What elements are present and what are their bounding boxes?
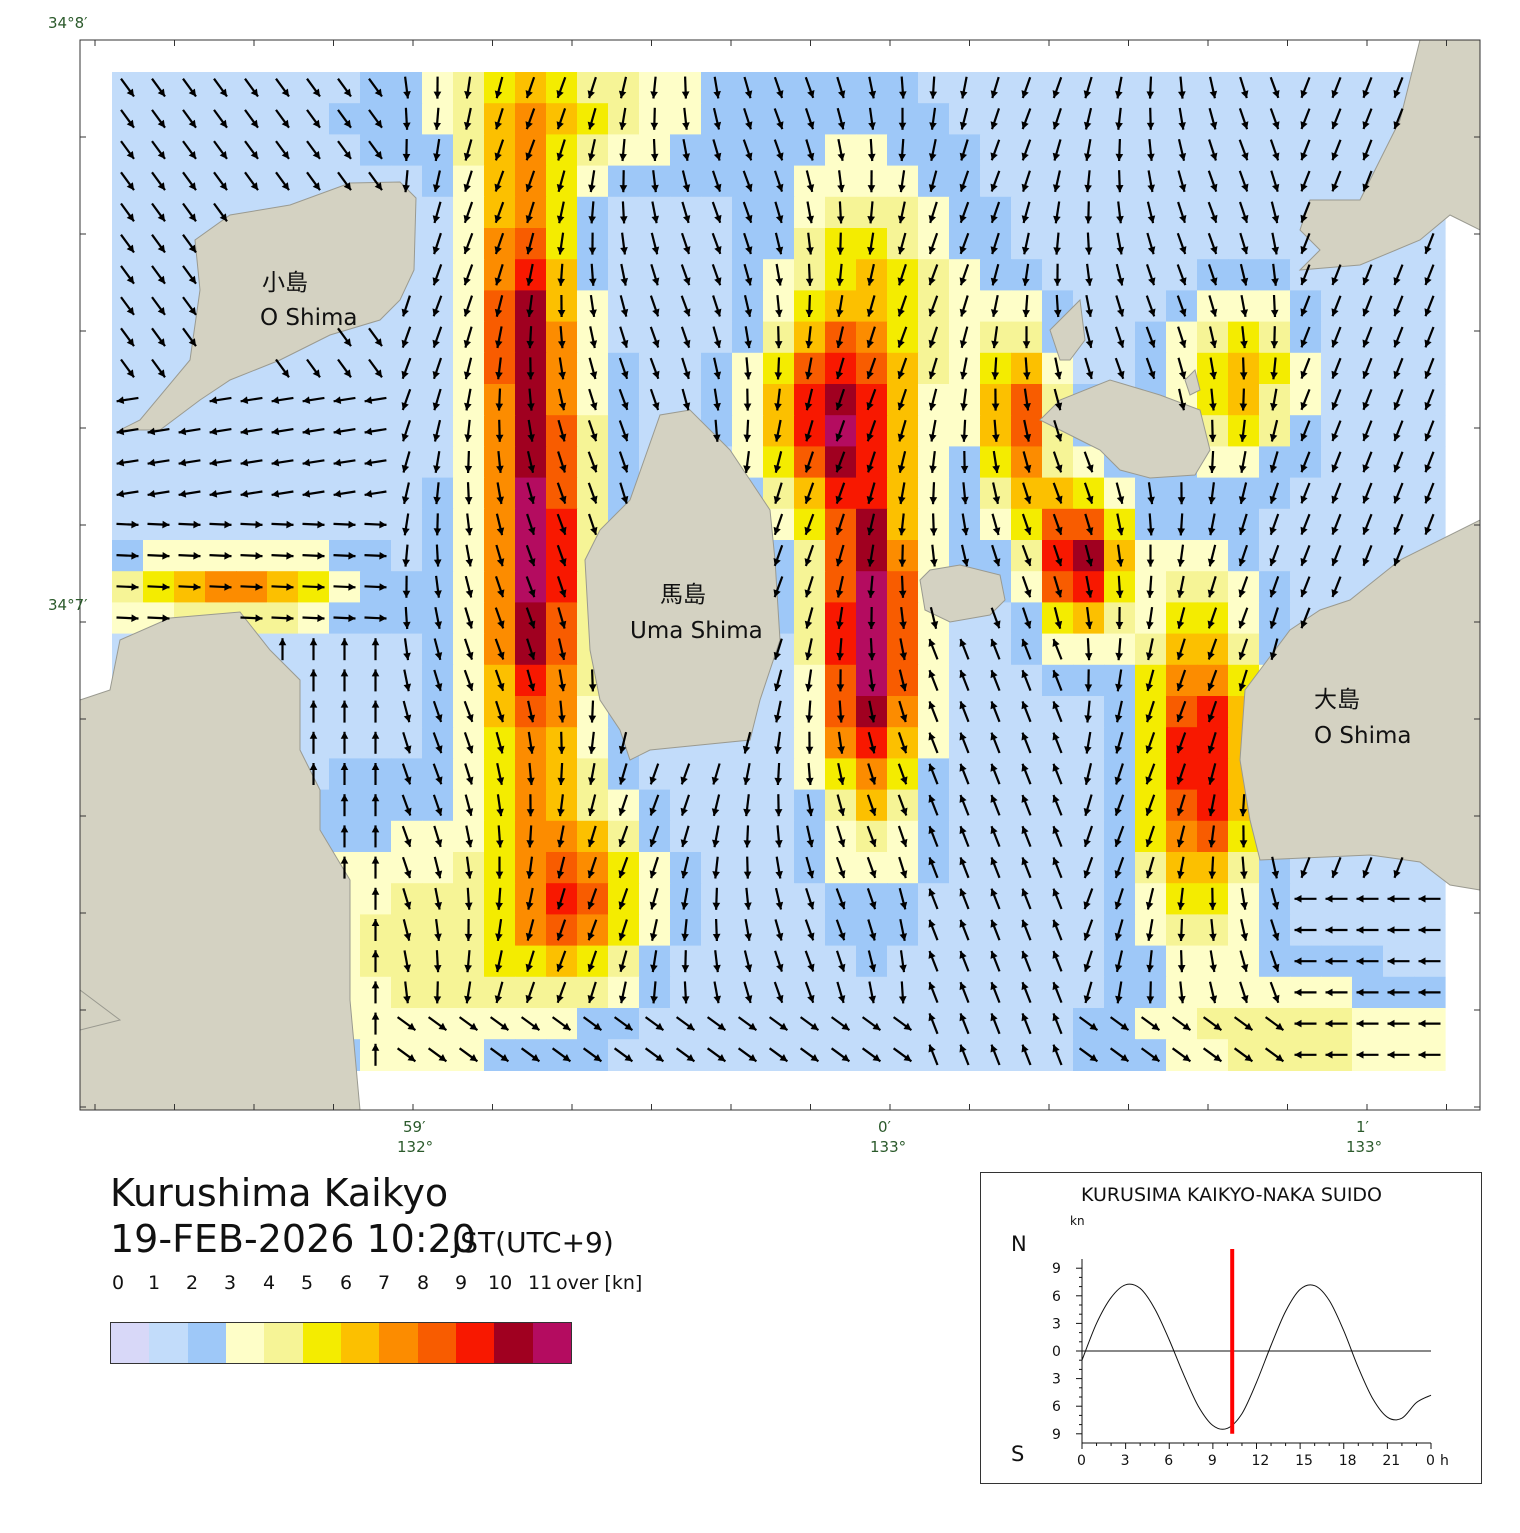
legend-swatch — [225, 1323, 265, 1363]
tide-x-label: 21 — [1382, 1453, 1400, 1469]
lon-label-1-deg: 132° — [397, 1138, 433, 1156]
lat-label-mid: 34°7′ — [48, 596, 88, 614]
place-oshima-small-en: O Shima — [260, 305, 357, 331]
title-name: Kurushima Kaikyo — [110, 1171, 449, 1215]
legend-swatch — [149, 1323, 188, 1363]
legend-label: 4 — [263, 1272, 276, 1294]
legend-label: 3 — [224, 1272, 237, 1294]
legend-label: 0 — [112, 1272, 125, 1294]
tide-x-label: 18 — [1339, 1453, 1357, 1469]
place-oshima-large-jp: 大島 — [1314, 687, 1360, 713]
lat-label-top: 34°8′ — [48, 14, 88, 32]
tide-north: N — [1011, 1232, 1027, 1256]
tide-y-label: 3 — [1052, 1316, 1061, 1332]
tide-series-line — [1081, 1283, 1432, 1430]
tide-y-label: 6 — [1052, 1399, 1061, 1415]
tide-x-labels: 0 3 6 9 12 15 18 21 0 h — [1077, 1453, 1449, 1469]
legend-label: 6 — [340, 1272, 353, 1294]
tide-x-label: 0 — [1426, 1453, 1435, 1469]
tide-x-label: 6 — [1164, 1453, 1173, 1469]
place-umashima-jp: 馬島 — [660, 582, 706, 608]
tide-y-label: 9 — [1052, 1427, 1061, 1443]
legend-label: 8 — [417, 1272, 430, 1294]
tide-y-label: 6 — [1052, 1289, 1061, 1305]
place-oshima-small-jp: 小島 — [262, 270, 308, 296]
legend-label: 2 — [186, 1272, 199, 1294]
speed-legend: 0 1 2 3 4 5 6 7 8 9 10 11 over [kn] — [110, 1272, 642, 1364]
tide-x-label: 15 — [1295, 1453, 1313, 1469]
tide-x-label: 12 — [1252, 1453, 1270, 1469]
tide-x-label: 0 — [1077, 1453, 1086, 1469]
legend-swatch — [187, 1323, 226, 1363]
legend-label: 11 — [528, 1272, 553, 1294]
title-datetime: 19-FEB-2026 10:20JST(UTC+9) — [110, 1216, 614, 1266]
title-datetime-value: 19-FEB-2026 10:20 — [110, 1217, 477, 1261]
legend-swatch — [455, 1323, 495, 1363]
lon-label-3-deg: 133° — [1346, 1138, 1382, 1156]
tide-y-label: 3 — [1052, 1372, 1061, 1388]
tide-chart: KURUSIMA KAIKYO-NAKA SUIDO kn N S 9 6 3 0 3 6… — [1011, 1184, 1449, 1469]
legend-label: 10 — [488, 1272, 513, 1294]
legend-label: over [kn] — [556, 1272, 643, 1294]
legend-label: 5 — [301, 1272, 314, 1294]
tide-south: S — [1011, 1442, 1024, 1466]
tide-panel: KURUSIMA KAIKYO-NAKA SUIDO kn N S 9 6 3 0 3 6… — [980, 1172, 1482, 1484]
tide-axes — [1076, 1259, 1432, 1449]
legend-color-bar — [110, 1322, 572, 1364]
tide-y-label: 0 — [1052, 1344, 1061, 1360]
legend-swatch — [417, 1323, 456, 1363]
tide-unit: kn — [1070, 1214, 1085, 1228]
legend-swatch — [111, 1323, 150, 1363]
tide-x-unit: h — [1440, 1453, 1449, 1469]
legend-swatch — [302, 1323, 341, 1363]
lon-label-2-min: 0′ — [878, 1118, 892, 1136]
legend-label: 9 — [455, 1272, 468, 1294]
legend-swatch — [494, 1323, 533, 1363]
legend-swatch — [379, 1323, 418, 1363]
tide-title: KURUSIMA KAIKYO-NAKA SUIDO — [1081, 1184, 1382, 1206]
title-block: Kurushima Kaikyo 19-FEB-2026 10:20JST(UT… — [110, 1170, 614, 1266]
place-oshima-large-en: O Shima — [1314, 723, 1411, 749]
tide-x-label: 3 — [1121, 1453, 1130, 1469]
lon-label-2-deg: 133° — [870, 1138, 906, 1156]
lon-label-1-min: 59′ — [403, 1118, 426, 1136]
title-timezone: JST(UTC+9) — [452, 1226, 614, 1259]
legend-label: 1 — [148, 1272, 161, 1294]
legend-labels: 0 1 2 3 4 5 6 7 8 9 10 11 over [kn] — [110, 1272, 642, 1322]
legend-swatch — [340, 1323, 380, 1363]
current-map: 34°8′ 34°7′ 59′ 132° 0′ 133° 1′ 133° 小島 … — [48, 14, 1481, 1156]
tide-y-label: 9 — [1052, 1261, 1061, 1277]
place-umashima-en: Uma Shima — [630, 618, 763, 644]
tide-x-label: 9 — [1208, 1453, 1217, 1469]
lon-label-3-min: 1′ — [1356, 1118, 1370, 1136]
legend-swatch — [264, 1323, 303, 1363]
tide-y-labels: 9 6 3 0 3 6 9 — [1052, 1261, 1061, 1443]
legend-label: 7 — [378, 1272, 391, 1294]
legend-swatch — [532, 1323, 571, 1363]
